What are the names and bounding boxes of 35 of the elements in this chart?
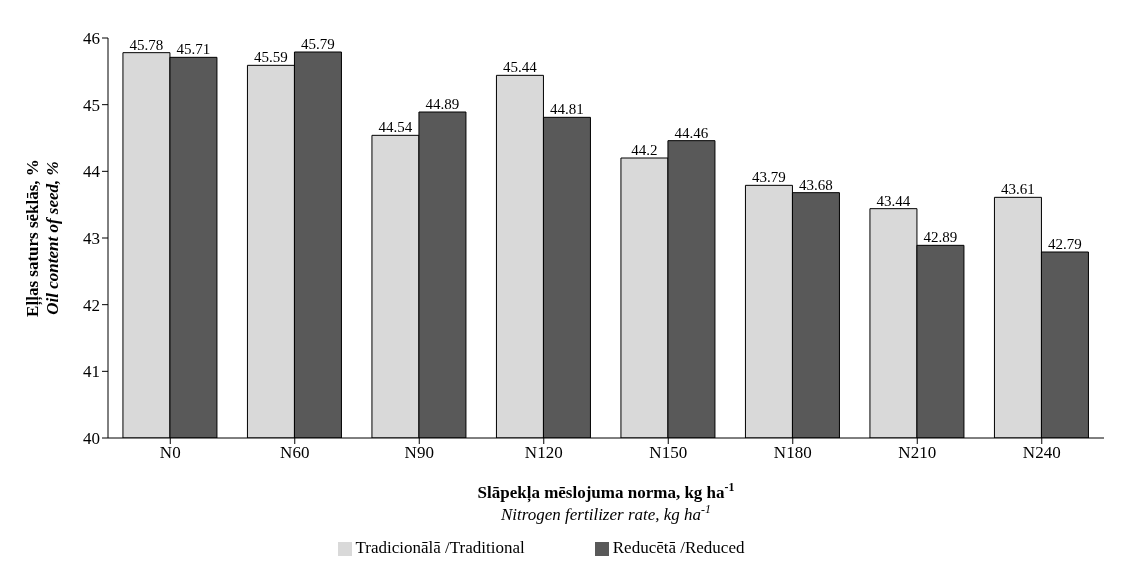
x-tick-label: N150 xyxy=(649,443,688,463)
y-tick-label: 46 xyxy=(83,29,100,49)
data-label: 44.54 xyxy=(378,119,413,136)
y-axis-title: Eļļas saturs sēklās, % Oil content of seed, % xyxy=(23,159,62,317)
data-label: 45.78 xyxy=(129,36,164,53)
y-tick-label: 42 xyxy=(83,295,100,315)
data-label: 44.81 xyxy=(550,101,584,118)
y-tick-label: 45 xyxy=(83,95,100,115)
data-label: 45.59 xyxy=(254,49,288,66)
legend-label: Tradicionālā /Traditional xyxy=(355,538,525,557)
y-tick-label: 43 xyxy=(83,229,100,249)
data-label: 45.71 xyxy=(176,41,211,58)
data-label: 42.79 xyxy=(1048,236,1082,252)
text: Slāpekļa mēslojuma norma, kg ha$^{-1}$ Nitrogen fertilizer rate, kg ha$^{-1}$ xyxy=(477,480,735,524)
x-tick-label: N180 xyxy=(773,443,812,463)
y-tick-label: 40 xyxy=(83,429,100,449)
x-tick-label: N120 xyxy=(524,443,563,463)
y-tick-label: 41 xyxy=(83,362,100,382)
x-tick-label: N0 xyxy=(159,443,181,463)
data-label: 43.68 xyxy=(799,176,833,193)
data-label: 43.44 xyxy=(876,192,911,209)
legend-label: Reducētā /Reduced xyxy=(612,538,745,557)
x-tick-label: N210 xyxy=(898,443,937,463)
y-tick-label: 44 xyxy=(83,162,101,182)
data-label: 44.46 xyxy=(674,124,709,141)
x-tick-label: N60 xyxy=(280,443,310,463)
x-tick-label: N90 xyxy=(404,443,434,463)
data-label: 45.44 xyxy=(503,59,538,76)
data-label: 43.61 xyxy=(1001,181,1035,198)
data-label: 42.89 xyxy=(923,229,958,246)
x-tick-label: N240 xyxy=(1022,443,1061,463)
data-label: 44.2 xyxy=(631,142,658,158)
data-label: 45.79 xyxy=(301,36,335,52)
data-label: 44.89 xyxy=(425,96,460,112)
data-label: 43.79 xyxy=(752,169,786,186)
